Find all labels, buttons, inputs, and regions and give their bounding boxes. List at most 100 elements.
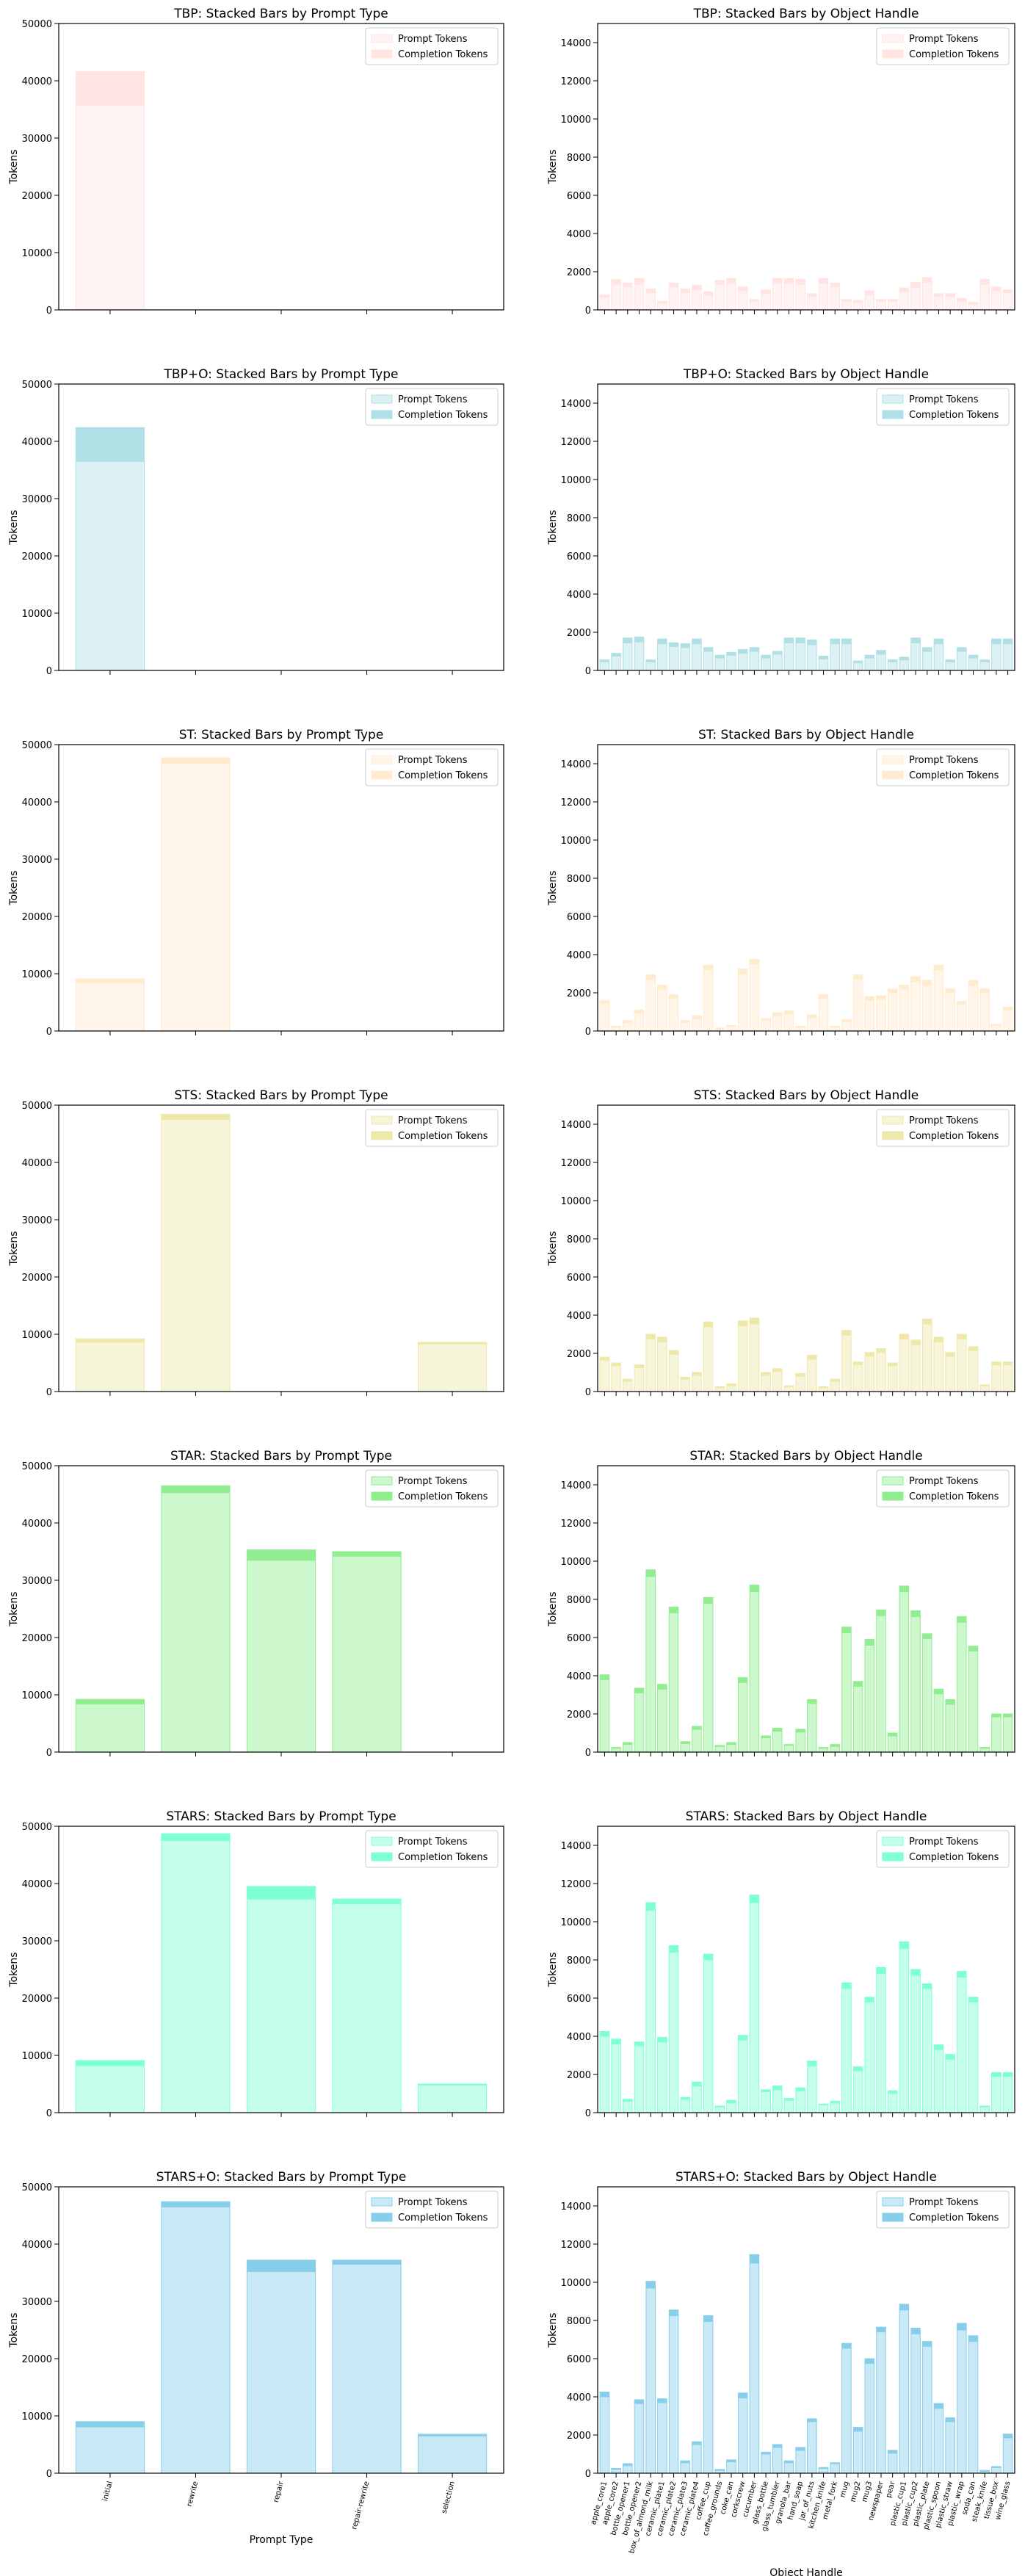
bar-prompt-tokens (807, 1703, 817, 1753)
bar-prompt-tokens (968, 1350, 979, 1392)
legend (365, 27, 499, 65)
bar-prompt-tokens (933, 2049, 944, 2113)
y-tick-label: 0 (46, 2469, 52, 2480)
legend-label-completion: Completion Tokens (398, 1131, 488, 1142)
bar-prompt-tokens (714, 2106, 725, 2113)
y-tick-label: 2000 (567, 988, 591, 999)
y-tick-label: 10000 (561, 115, 591, 126)
bar-completion-tokens (749, 647, 760, 652)
y-axis-label: Tokens (547, 1952, 559, 1987)
bar-completion-tokens (246, 2260, 316, 2272)
bar-completion-tokens (692, 1726, 702, 1730)
bar-completion-tokens (841, 2342, 852, 2349)
bar-completion-tokens (703, 1321, 714, 1328)
y-tick-label: 0 (46, 1387, 52, 1398)
bar-completion-tokens (703, 291, 714, 296)
bar-prompt-tokens (714, 1387, 725, 1392)
bar-completion-tokens (968, 980, 979, 986)
bar-prompt-tokens (634, 641, 645, 671)
bar-prompt-tokens (818, 2468, 829, 2474)
bar-prompt-tokens (852, 302, 863, 311)
y-tick-label: 10000 (22, 248, 52, 259)
axes-frame (597, 23, 1015, 311)
bar-completion-tokens (645, 974, 656, 980)
bar-prompt-tokens (749, 2262, 760, 2474)
legend (876, 1830, 1010, 1868)
bar-prompt-tokens (714, 657, 725, 671)
bar-completion-tokens (783, 637, 794, 643)
bar-prompt-tokens (876, 1352, 886, 1392)
bar-prompt-tokens (818, 283, 829, 311)
y-tick-label: 40000 (22, 797, 52, 808)
y-tick-label: 12000 (561, 437, 591, 448)
y-tick-label: 0 (585, 305, 591, 316)
bar-completion-tokens (910, 2327, 921, 2334)
bar-completion-tokens (921, 1633, 932, 1639)
bar-prompt-tokens (680, 1021, 691, 1032)
bar-completion-tokens (623, 637, 633, 643)
bar-prompt-tokens (1002, 1009, 1013, 1032)
bar-prompt-tokens (864, 1644, 875, 1753)
bar-prompt-tokens (783, 2462, 794, 2474)
bar-prompt-tokens (795, 283, 805, 311)
subplot-6: ST: Stacked Bars by Object Handle 0 2000 40… (547, 728, 1015, 1038)
bar-completion-tokens (611, 2468, 621, 2470)
bar-prompt-tokens (611, 1365, 621, 1392)
bar-completion-tokens (979, 278, 990, 285)
bar-prompt-tokens (703, 295, 714, 311)
y-axis-label: Tokens (547, 870, 559, 905)
bar-completion-tokens (1002, 1713, 1013, 1718)
y-tick-label: 0 (585, 2108, 591, 2119)
y-tick-label: 20000 (22, 191, 52, 202)
bar-prompt-tokens (957, 1004, 967, 1032)
bar-completion-tokens (991, 1713, 1001, 1718)
bar-completion-tokens (726, 1742, 736, 1745)
bar-completion-tokens (761, 289, 771, 294)
bar-prompt-tokens (332, 2263, 402, 2474)
legend-label-completion: Completion Tokens (398, 1852, 488, 1863)
bar-completion-tokens (737, 2392, 748, 2398)
bar-prompt-tokens (921, 651, 932, 671)
y-tick-label: 10000 (22, 2051, 52, 2062)
bar-prompt-tokens (1002, 292, 1013, 311)
y-axis-label: Tokens (8, 870, 20, 905)
bar-completion-tokens (761, 1735, 771, 1738)
bar-prompt-tokens (899, 2309, 910, 2474)
bar-completion-tokens (668, 2309, 679, 2316)
legend-label-completion: Completion Tokens (398, 770, 488, 781)
bar-prompt-tokens (692, 1375, 702, 1392)
bar-completion-tokens (657, 1336, 667, 1342)
subplot-title: STARS: Stacked Bars by Prompt Type (166, 1809, 396, 1824)
bar-completion-tokens (645, 1902, 656, 1911)
legend-label-prompt: Prompt Tokens (398, 1476, 468, 1487)
y-tick-label: 0 (46, 2108, 52, 2119)
bar-prompt-tokens (623, 642, 633, 671)
bar-prompt-tokens (876, 2331, 886, 2474)
bar-prompt-tokens (841, 643, 852, 671)
y-axis-label: Tokens (8, 1231, 20, 1266)
y-tick-label: 10000 (561, 1557, 591, 1568)
bar-completion-tokens (1002, 1007, 1013, 1010)
y-tick-label: 14000 (561, 1841, 591, 1852)
bar-completion-tokens (957, 1971, 967, 1978)
subplot-1: TBP: Stacked Bars by Prompt Type 0 10000 20… (8, 7, 504, 316)
bar-completion-tokens (887, 2090, 898, 2094)
bar-prompt-tokens (841, 1334, 852, 1392)
bar-completion-tokens (807, 2061, 817, 2066)
bar-prompt-tokens (599, 2396, 610, 2474)
bar-completion-tokens (921, 647, 932, 652)
bar-completion-tokens (795, 278, 805, 285)
bar-prompt-tokens (703, 2320, 714, 2474)
y-tick-label: 40000 (22, 1879, 52, 1890)
bar-prompt-tokens (841, 300, 852, 311)
bar-prompt-tokens (726, 283, 736, 311)
bar-prompt-tokens (772, 1015, 783, 1032)
bar-completion-tokens (692, 2081, 702, 2087)
bar-completion-tokens (795, 1729, 805, 1733)
bar-prompt-tokens (910, 2333, 921, 2474)
legend-label-prompt: Prompt Tokens (398, 1837, 468, 1848)
bar-completion-tokens (737, 286, 748, 292)
legend-swatch-completion (882, 1131, 904, 1140)
bar-prompt-tokens (599, 1359, 610, 1392)
bar-prompt-tokens (945, 992, 955, 1032)
